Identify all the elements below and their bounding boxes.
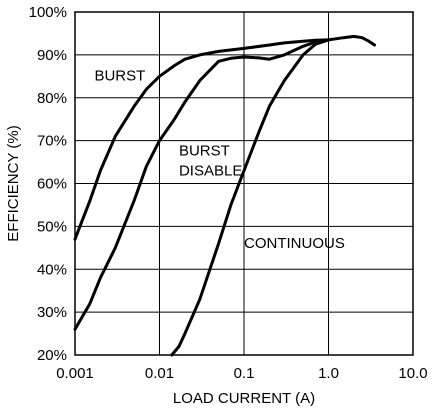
series-line-continuous bbox=[170, 34, 376, 357]
y-tick-label: 50% bbox=[37, 218, 67, 235]
series-label-line: CONTINUOUS bbox=[244, 235, 345, 252]
x-tick-label: 0.01 bbox=[145, 365, 174, 382]
y-tick-label: 70% bbox=[37, 133, 67, 150]
tick-label-layer: 0.001 0.01 0.1 1.0 10.0 20% 30% 40% 50% 60% 70% 80%… bbox=[29, 4, 428, 382]
y-tick-label: 20% bbox=[37, 347, 67, 364]
x-axis-title: LOAD CURRENT (A) bbox=[173, 390, 315, 407]
y-tick-label: 90% bbox=[37, 47, 67, 64]
x-tick-label: 0.001 bbox=[56, 365, 94, 382]
x-tick-label: 1.0 bbox=[318, 365, 339, 382]
y-axis-title: EFFICIENCY (%) bbox=[5, 125, 22, 241]
y-tick-label: 100% bbox=[29, 4, 67, 21]
y-tick-label: 60% bbox=[37, 176, 67, 193]
grid-layer bbox=[75, 12, 413, 355]
series-label-line: BURST bbox=[94, 68, 145, 85]
series-label-line: DISABLE bbox=[179, 163, 242, 180]
series-label-continuous: CONTINUOUS bbox=[244, 235, 345, 252]
series-label-line: BURST bbox=[179, 143, 230, 160]
plot-frame bbox=[74, 11, 414, 356]
series-label-layer: BURST BURST DISABLE CONTINUOUS bbox=[94, 68, 344, 252]
curve-layer bbox=[73, 34, 376, 357]
y-tick-label: 40% bbox=[37, 261, 67, 278]
y-tick-label: 80% bbox=[37, 90, 67, 107]
series-line-burst-disable bbox=[73, 38, 330, 331]
y-tick-label: 30% bbox=[37, 304, 67, 321]
series-label-burst-disable: BURST DISABLE bbox=[179, 143, 242, 180]
series-label-burst: BURST bbox=[94, 68, 145, 85]
x-tick-label: 10.0 bbox=[398, 365, 427, 382]
series-line-burst bbox=[73, 38, 330, 241]
x-tick-label: 0.1 bbox=[234, 365, 255, 382]
